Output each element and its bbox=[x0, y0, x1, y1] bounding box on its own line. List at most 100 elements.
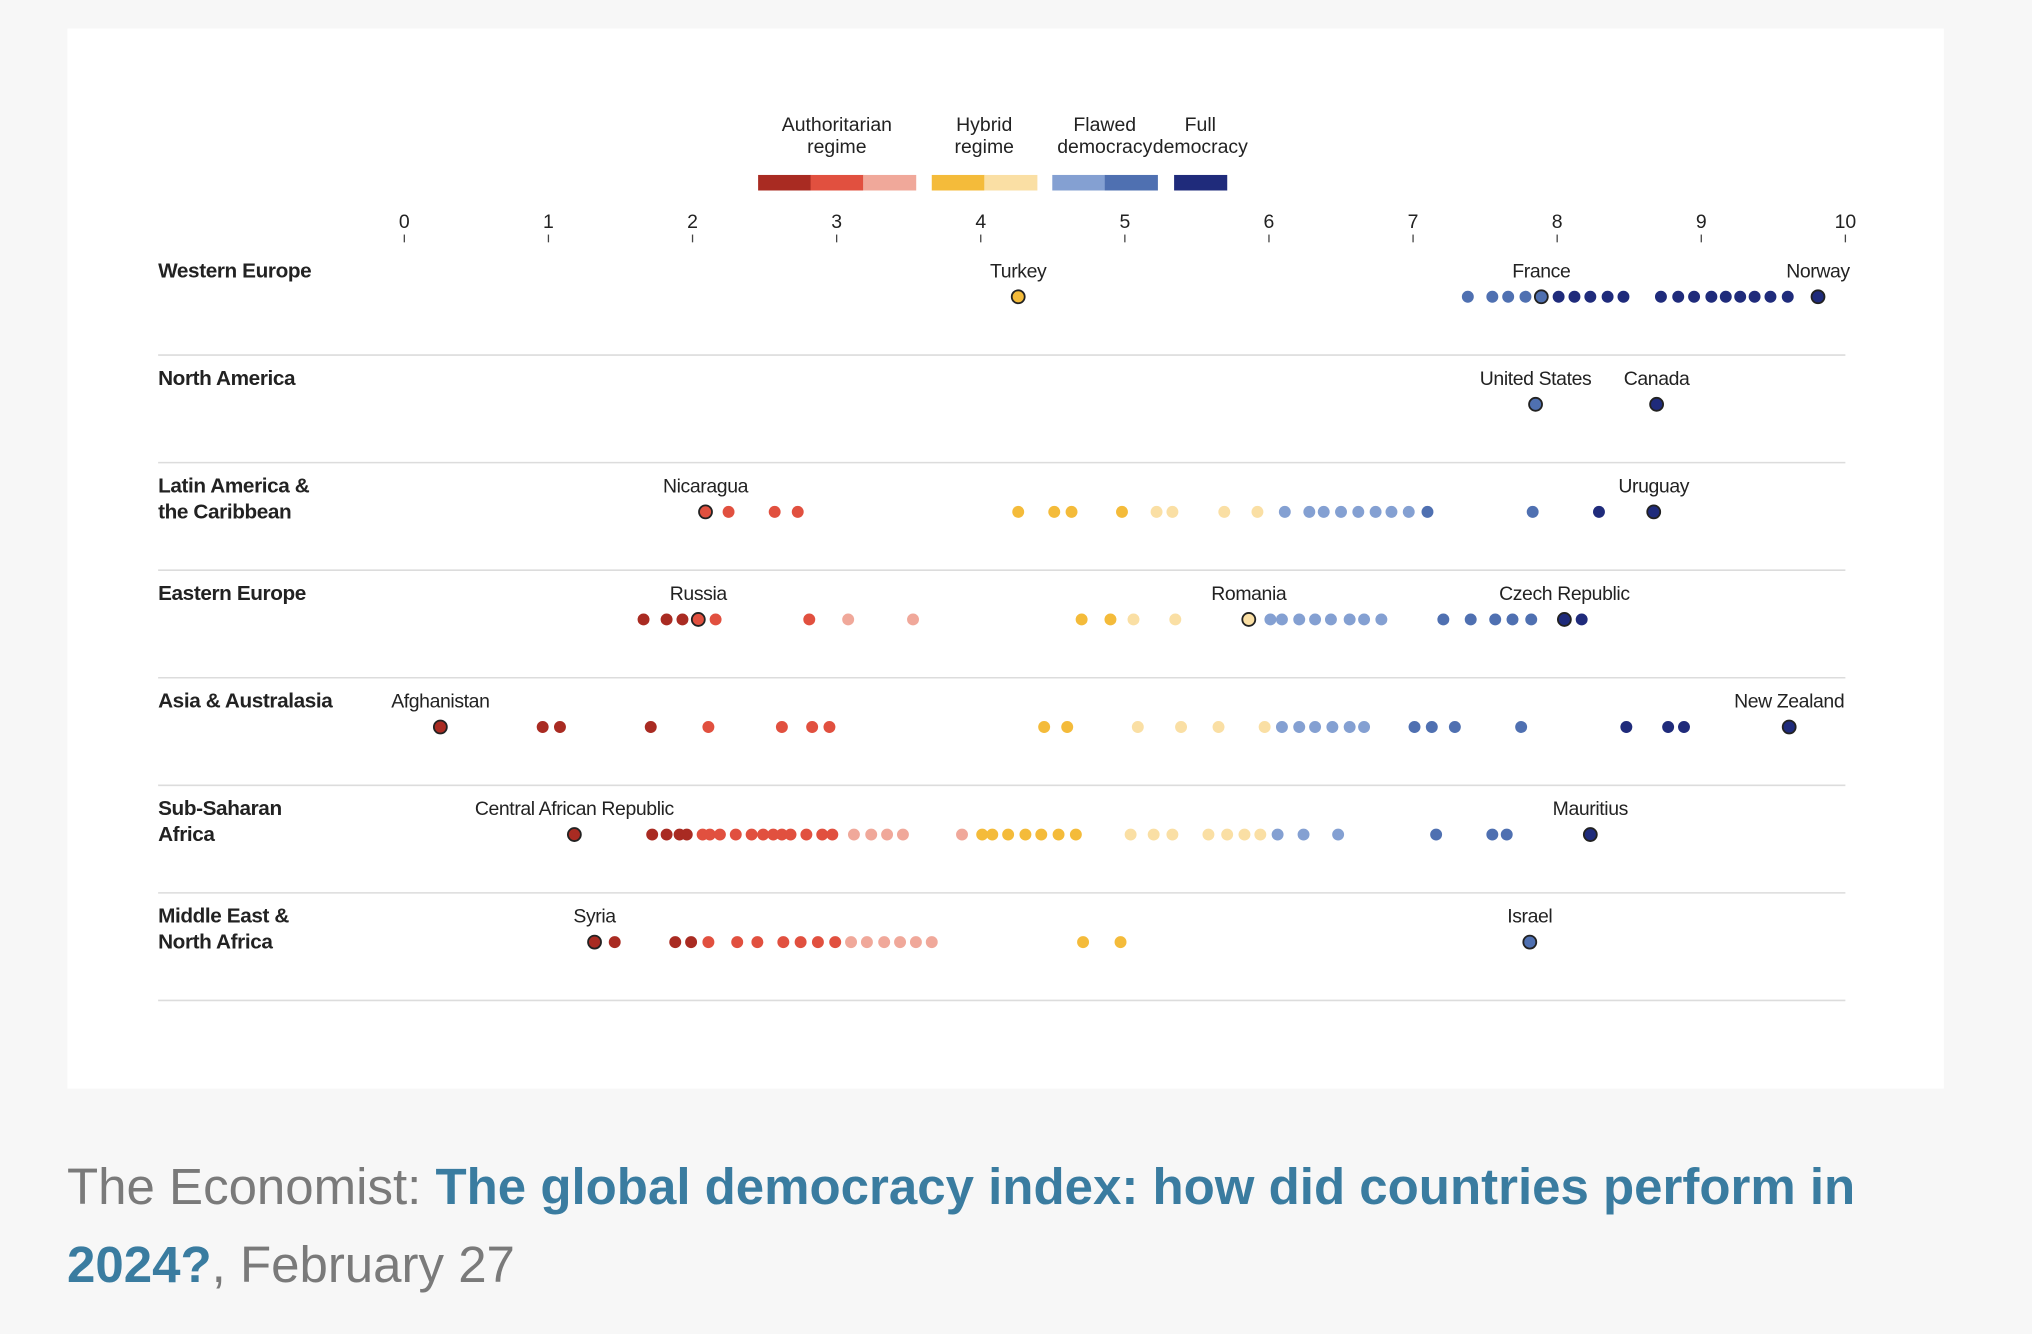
country-dot bbox=[1069, 828, 1082, 841]
country-dot bbox=[1620, 721, 1633, 733]
country-dot bbox=[1218, 505, 1231, 518]
country-dot bbox=[768, 505, 781, 518]
country-dot bbox=[1343, 721, 1356, 733]
legend-swatch bbox=[1174, 174, 1228, 191]
country-dot bbox=[1486, 290, 1499, 303]
caption: The Economist: The global democracy inde… bbox=[67, 1148, 1957, 1304]
country-dot bbox=[1012, 505, 1025, 518]
country-dot bbox=[757, 828, 770, 841]
country-dot bbox=[956, 828, 968, 841]
country-dot bbox=[1617, 290, 1630, 303]
labeled-country-dot bbox=[1528, 396, 1543, 412]
country-dot bbox=[829, 936, 842, 949]
labeled-country-dot bbox=[1781, 719, 1797, 735]
region-label-box: Middle East & North Africa bbox=[158, 905, 290, 954]
labeled-country-dot bbox=[698, 504, 713, 520]
region-label-box: North America bbox=[158, 368, 296, 391]
country-dot bbox=[1402, 505, 1415, 518]
country-dot bbox=[1131, 721, 1144, 733]
country-dot bbox=[860, 936, 873, 949]
country-dot bbox=[1430, 828, 1443, 841]
country-dot bbox=[1324, 613, 1337, 626]
country-dot bbox=[909, 936, 922, 949]
x-tick-label: 3 bbox=[831, 211, 842, 233]
country-dot bbox=[1169, 613, 1182, 626]
country-dot bbox=[745, 828, 758, 841]
legend-label-box: Full democracy bbox=[1152, 114, 1248, 159]
region-label: Western Europe bbox=[158, 260, 312, 283]
labeled-country-dot bbox=[587, 934, 602, 950]
x-tick-label: 4 bbox=[975, 211, 986, 233]
region-label: Middle East & North Africa bbox=[158, 905, 290, 954]
country-dot bbox=[1486, 828, 1499, 841]
country-label: Norway bbox=[1786, 260, 1850, 282]
country-dot bbox=[1734, 290, 1747, 303]
country-dot bbox=[986, 828, 999, 841]
country-dot bbox=[536, 721, 549, 733]
country-dot bbox=[823, 721, 836, 733]
country-dot bbox=[1166, 828, 1179, 841]
chart-card bbox=[67, 28, 1944, 1089]
country-dot bbox=[1317, 505, 1330, 518]
country-dot bbox=[1672, 290, 1685, 303]
country-dot bbox=[1127, 613, 1140, 626]
country-dot bbox=[1601, 290, 1614, 303]
country-dot bbox=[713, 828, 726, 841]
country-dot bbox=[1502, 290, 1515, 303]
country-dot bbox=[660, 828, 673, 841]
legend-label-box: Hybrid regime bbox=[955, 114, 1014, 158]
country-dot bbox=[1705, 290, 1718, 303]
caption-title[interactable]: The global democracy index: how did coun… bbox=[67, 1158, 1856, 1293]
country-dot bbox=[1489, 613, 1502, 626]
country-dot bbox=[646, 828, 659, 841]
country-dot bbox=[1303, 505, 1316, 518]
country-dot bbox=[1552, 290, 1565, 303]
caption-source: The Economist: bbox=[67, 1158, 422, 1215]
country-dot bbox=[1212, 721, 1225, 733]
country-dot bbox=[702, 936, 715, 949]
country-dot bbox=[1369, 505, 1382, 518]
legend-label: Full democracy bbox=[1152, 114, 1248, 159]
country-dot bbox=[1654, 290, 1667, 303]
country-dot bbox=[1221, 828, 1234, 841]
country-label: Israel bbox=[1507, 906, 1552, 928]
country-dot bbox=[894, 936, 907, 949]
country-dot bbox=[722, 505, 735, 518]
country-dot bbox=[1061, 721, 1074, 733]
country-dot bbox=[1437, 613, 1450, 626]
country-dot bbox=[1275, 721, 1288, 733]
country-dot bbox=[702, 721, 715, 733]
country-label: Turkey bbox=[990, 260, 1047, 282]
country-dot bbox=[1375, 613, 1388, 626]
country-label: Uruguay bbox=[1618, 475, 1689, 497]
x-tick-label: 1 bbox=[543, 211, 554, 233]
caption-date: , February 27 bbox=[211, 1236, 515, 1293]
labeled-country-dot bbox=[1556, 612, 1572, 627]
country-dot bbox=[794, 936, 807, 949]
legend-swatch bbox=[984, 174, 1038, 191]
country-dot bbox=[1593, 505, 1605, 518]
country-label: Canada bbox=[1624, 368, 1690, 390]
country-dot bbox=[1748, 290, 1761, 303]
country-dot bbox=[680, 828, 693, 841]
country-dot bbox=[669, 936, 682, 949]
country-dot bbox=[1662, 721, 1675, 733]
x-tick-label: 9 bbox=[1696, 211, 1707, 233]
country-dot bbox=[644, 721, 657, 733]
country-dot bbox=[1335, 505, 1347, 518]
country-dot bbox=[1332, 828, 1345, 841]
country-dot bbox=[1202, 828, 1215, 841]
country-dot bbox=[1575, 613, 1588, 626]
region-label: Latin America & the Caribbean bbox=[158, 475, 310, 524]
region-label: North America bbox=[158, 368, 296, 391]
country-dot bbox=[1293, 721, 1306, 733]
country-dot bbox=[1326, 721, 1339, 733]
country-dot bbox=[803, 613, 816, 626]
x-tick-label: 6 bbox=[1264, 211, 1275, 233]
country-dot bbox=[1568, 290, 1581, 303]
country-dot bbox=[703, 828, 716, 841]
country-dot bbox=[553, 721, 566, 733]
country-dot bbox=[1448, 721, 1461, 733]
country-label: France bbox=[1512, 260, 1570, 282]
